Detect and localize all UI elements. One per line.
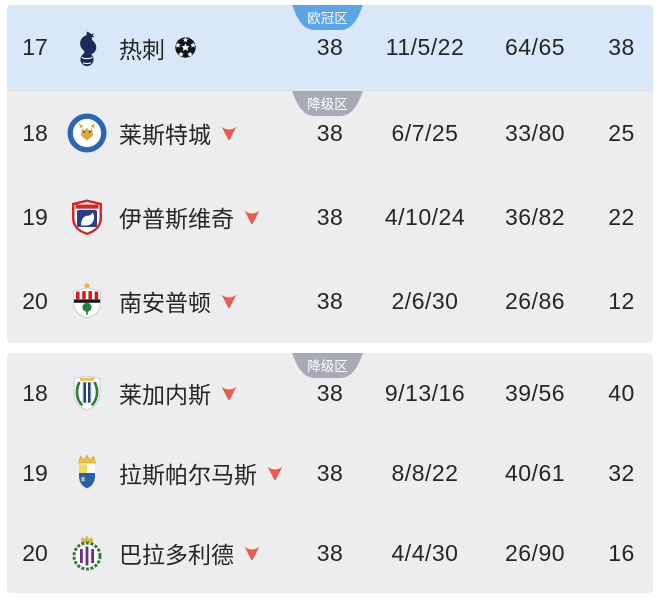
goals-for-against: 40/61 — [504, 459, 566, 486]
las-palmas-logo — [63, 453, 111, 493]
league-table-premier-league: 17 热刺 — [7, 5, 653, 343]
rank: 20 — [22, 539, 48, 566]
ucl-starball-icon — [173, 35, 198, 60]
win-draw-loss: 11/5/22 — [385, 34, 465, 60]
matches-played: 38 — [316, 119, 344, 146]
ipswich-logo — [63, 197, 111, 237]
matches-played: 38 — [316, 459, 344, 486]
table-row[interactable]: 20 巴拉多利德 38 4/4/30 26/90 16 — [7, 513, 653, 593]
relegation-arrow-icon — [219, 123, 239, 143]
win-draw-loss: 4/4/30 — [391, 539, 459, 566]
zone-badge-label: 欧冠区 — [307, 11, 348, 26]
goals-for-against: 26/90 — [504, 539, 566, 566]
table-row[interactable]: 19 拉斯帕尔马斯 38 8/8/22 40/61 32 — [7, 433, 653, 513]
team-name: 巴拉多利德 — [119, 542, 234, 568]
rank: 18 — [22, 379, 48, 406]
win-draw-loss: 2/6/30 — [391, 287, 459, 314]
rank: 17 — [22, 34, 48, 60]
table-row[interactable]: 19 伊普斯维奇 38 4/10/24 — [7, 175, 653, 259]
team-name: 莱加内斯 — [119, 382, 211, 408]
win-draw-loss: 4/10/24 — [384, 203, 466, 230]
team-name: 伊普斯维奇 — [119, 206, 234, 232]
table-row[interactable]: 20 南安普顿 — [7, 259, 653, 343]
rank: 18 — [22, 119, 48, 146]
points: 16 — [608, 539, 635, 566]
relegation-arrow-icon — [242, 543, 262, 563]
table-row[interactable]: 18 莱加内斯 38 9/13/16 39/56 40 — [7, 353, 653, 433]
goals-for-against: 39/56 — [504, 379, 566, 406]
relegation-arrow-icon — [265, 463, 285, 483]
leganes-logo — [63, 373, 111, 413]
matches-played: 38 — [316, 287, 344, 314]
valladolid-logo — [63, 533, 111, 573]
goals-for-against: 64/65 — [504, 34, 566, 60]
matches-played: 38 — [316, 203, 344, 230]
zone-badge-shape — [292, 5, 363, 30]
team-name: 莱斯特城 — [119, 122, 211, 148]
relegation-arrow-icon — [219, 291, 239, 311]
leicester-logo — [63, 113, 111, 153]
zone-badge-label: 降级区 — [307, 97, 348, 112]
points: 22 — [608, 203, 635, 230]
win-draw-loss: 9/13/16 — [384, 379, 466, 406]
relegation-zone-block: 18 莱斯特城 38 — [7, 90, 653, 343]
goals-for-against: 26/86 — [504, 287, 566, 314]
rank: 19 — [22, 203, 48, 230]
table-row[interactable]: 17 热刺 — [7, 5, 653, 90]
matches-played: 38 — [316, 379, 344, 406]
points: 25 — [608, 119, 635, 146]
points: 32 — [608, 459, 635, 486]
team-name: 南安普顿 — [119, 290, 211, 316]
points: 38 — [608, 34, 635, 60]
team-name: 拉斯帕尔马斯 — [119, 462, 257, 488]
points: 12 — [608, 287, 635, 314]
tottenham-logo — [63, 28, 111, 68]
goals-for-against: 36/82 — [504, 203, 566, 230]
team-name: 热刺 — [119, 36, 165, 63]
league-table-laliga: 降级区 18 莱加内斯 38 9/13/16 — [7, 353, 653, 593]
matches-played: 38 — [316, 34, 344, 60]
rank: 20 — [22, 287, 48, 314]
win-draw-loss: 8/8/22 — [391, 459, 459, 486]
rank: 19 — [22, 459, 48, 486]
goals-for-against: 33/80 — [504, 119, 566, 146]
relegation-arrow-icon — [219, 383, 239, 403]
relegation-arrow-icon — [242, 207, 262, 227]
matches-played: 38 — [316, 539, 344, 566]
table-row[interactable]: 18 莱斯特城 38 — [7, 91, 653, 175]
southampton-logo — [63, 281, 111, 321]
win-draw-loss: 6/7/25 — [391, 119, 459, 146]
zone-badge-relegation: 降级区 — [292, 91, 363, 117]
zone-badge-champions-league: 欧冠区 — [292, 5, 363, 31]
points: 40 — [608, 379, 635, 406]
zone-badge-shape — [292, 91, 363, 116]
